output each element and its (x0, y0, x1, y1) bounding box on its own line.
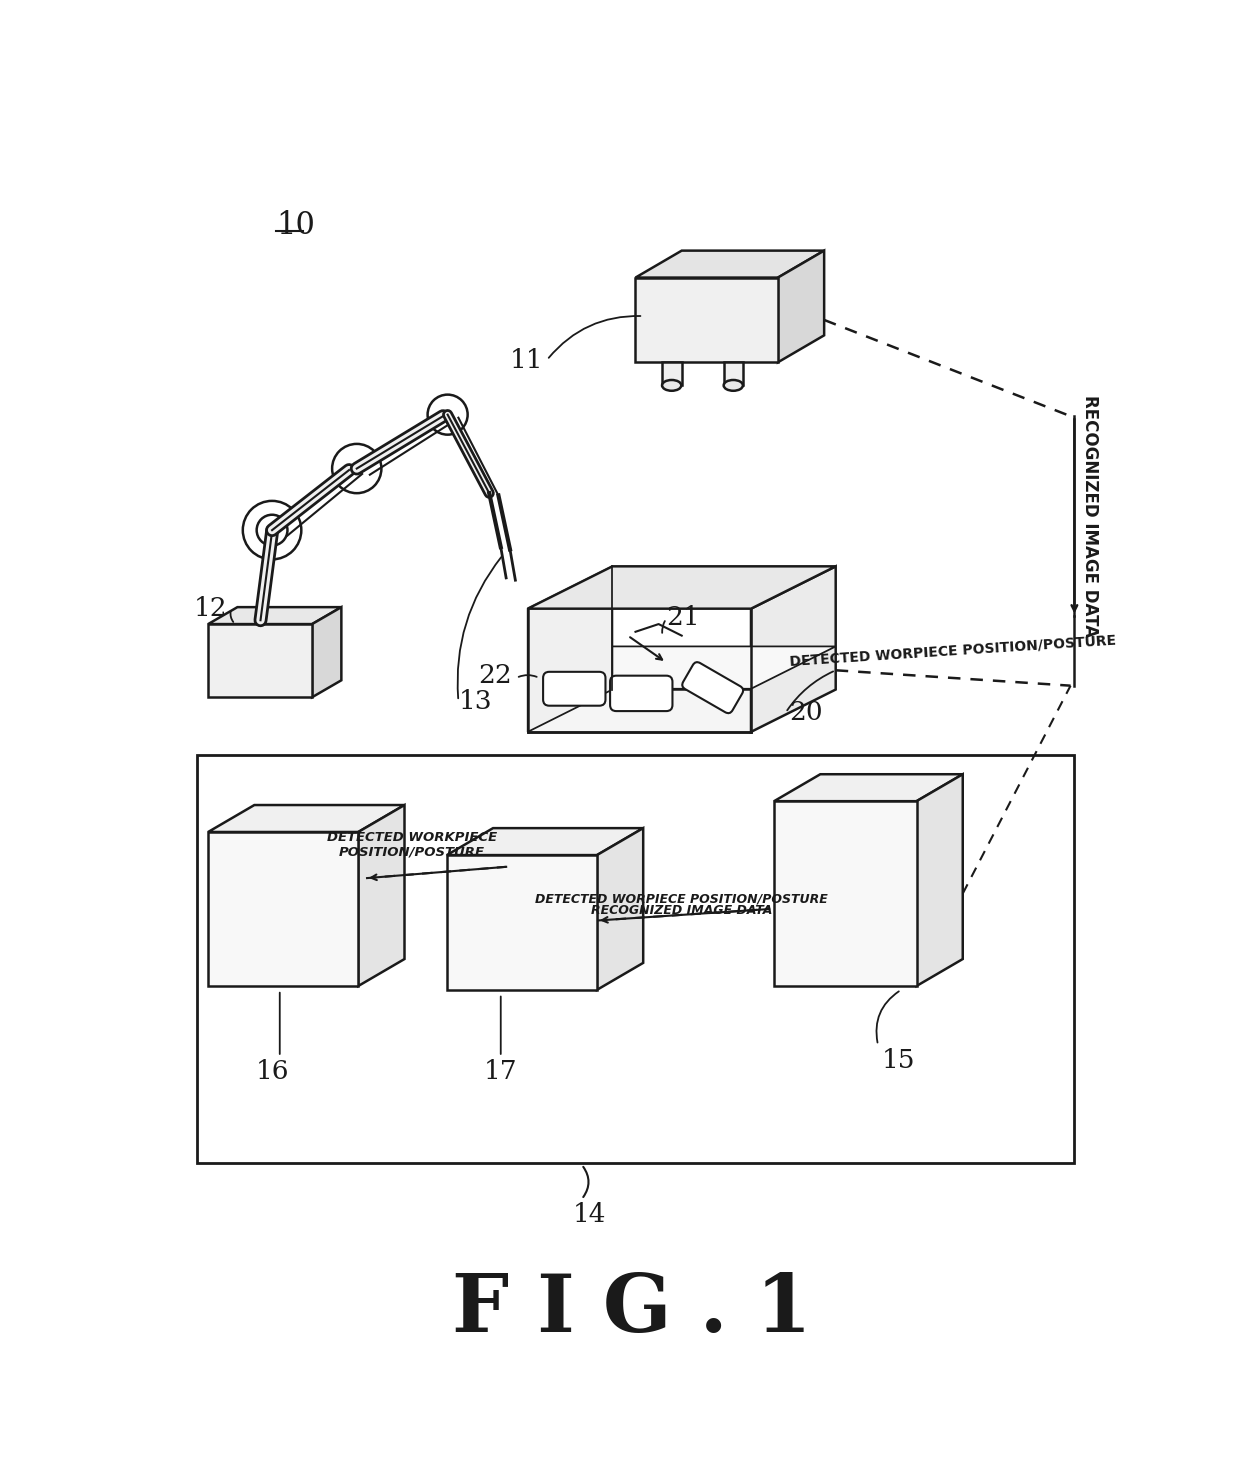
FancyBboxPatch shape (682, 663, 743, 713)
Polygon shape (208, 805, 404, 833)
Text: 15: 15 (882, 1047, 915, 1072)
Circle shape (428, 395, 467, 435)
Polygon shape (528, 566, 836, 609)
Polygon shape (528, 689, 751, 732)
Text: 21: 21 (666, 605, 699, 630)
Polygon shape (751, 566, 836, 732)
Text: 11: 11 (510, 349, 543, 373)
Polygon shape (358, 805, 404, 986)
Text: RECOGNIZED IMAGE DATA: RECOGNIZED IMAGE DATA (591, 904, 773, 917)
Text: F I G . 1: F I G . 1 (451, 1270, 811, 1349)
Polygon shape (528, 566, 613, 732)
Text: 13: 13 (459, 689, 492, 713)
Polygon shape (635, 278, 777, 362)
Polygon shape (208, 833, 358, 986)
Polygon shape (774, 774, 962, 802)
Polygon shape (528, 646, 836, 689)
Text: 12: 12 (193, 596, 227, 621)
Text: DETECTED WORPIECE POSITION/POSTURE: DETECTED WORPIECE POSITION/POSTURE (536, 892, 828, 905)
Text: DETECTED WORKPIECE
POSITION/POSTURE: DETECTED WORKPIECE POSITION/POSTURE (327, 831, 497, 859)
Text: 10: 10 (277, 210, 315, 241)
Polygon shape (635, 250, 825, 278)
Polygon shape (596, 828, 644, 989)
Circle shape (332, 444, 382, 493)
Ellipse shape (724, 380, 743, 390)
Polygon shape (446, 855, 596, 989)
Polygon shape (774, 802, 916, 986)
Text: 14: 14 (573, 1201, 606, 1226)
FancyBboxPatch shape (543, 671, 605, 705)
FancyBboxPatch shape (610, 676, 672, 711)
Text: 17: 17 (484, 1059, 517, 1084)
Polygon shape (446, 828, 644, 855)
Polygon shape (662, 362, 682, 386)
Polygon shape (724, 362, 743, 386)
Text: DETECTED WORPIECE POSITION/POSTURE: DETECTED WORPIECE POSITION/POSTURE (790, 633, 1117, 669)
Ellipse shape (662, 380, 681, 390)
Text: 20: 20 (790, 700, 823, 725)
Polygon shape (312, 608, 341, 697)
Polygon shape (777, 250, 825, 362)
Polygon shape (208, 624, 312, 697)
Text: 22: 22 (479, 663, 512, 688)
Circle shape (257, 515, 288, 546)
Polygon shape (916, 774, 962, 986)
Bar (197, 754, 1074, 1162)
Polygon shape (208, 608, 341, 624)
Circle shape (243, 501, 301, 559)
Text: RECOGNIZED IMAGE DATA: RECOGNIZED IMAGE DATA (1081, 395, 1099, 637)
Text: 16: 16 (255, 1059, 289, 1084)
